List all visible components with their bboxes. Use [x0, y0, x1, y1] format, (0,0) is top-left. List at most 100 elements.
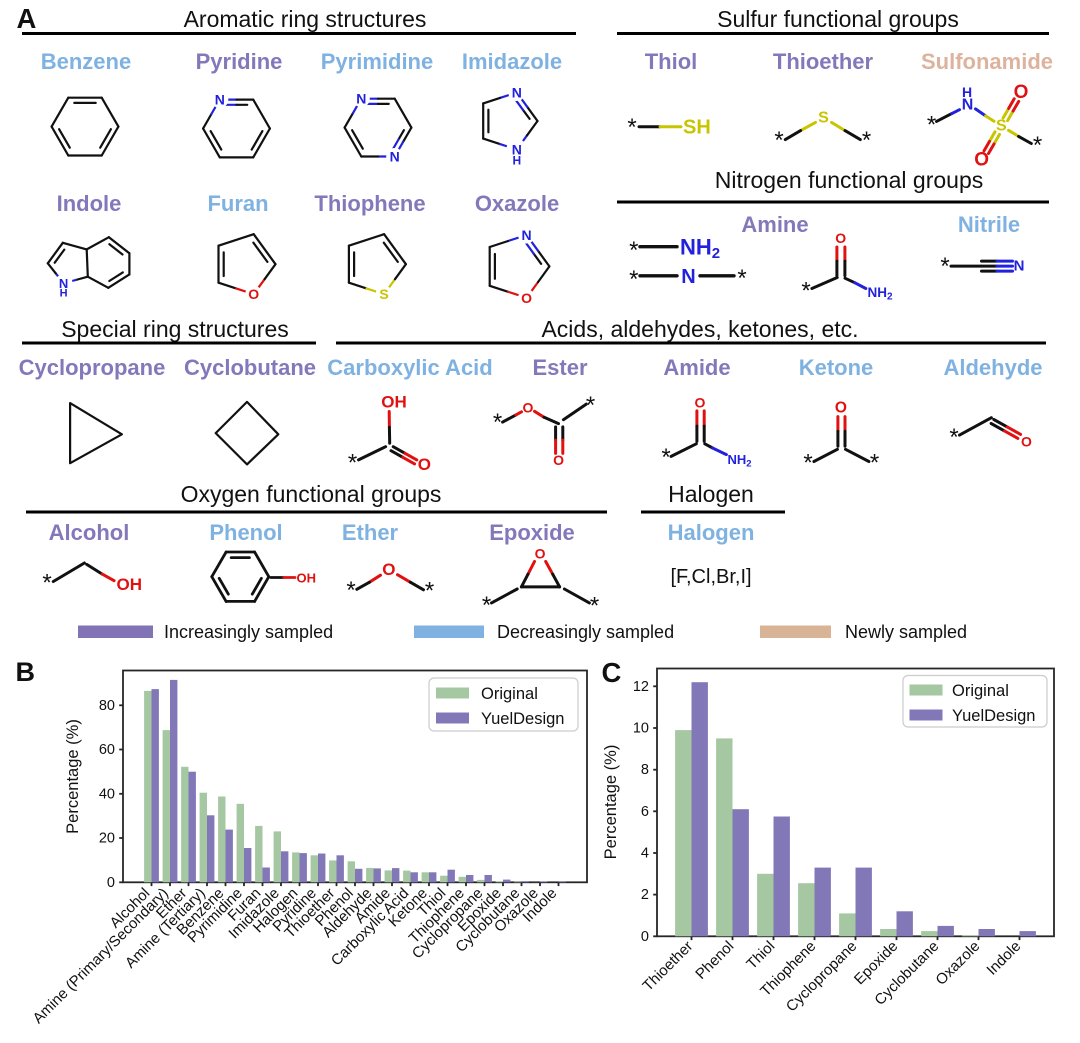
svg-text:*: * — [590, 593, 599, 620]
svg-text:Original: Original — [481, 685, 538, 703]
svg-text:[F,Cl,Br,I]: [F,Cl,Br,I] — [670, 566, 751, 588]
svg-text:Sulfur functional groups: Sulfur functional groups — [717, 6, 959, 32]
svg-text:N: N — [1014, 258, 1025, 275]
svg-text:Halogen: Halogen — [668, 481, 754, 507]
svg-text:Cyclopropane: Cyclopropane — [19, 355, 166, 380]
svg-text:N: N — [390, 149, 400, 165]
svg-text:A: A — [17, 3, 37, 34]
svg-text:NH2: NH2 — [728, 452, 752, 469]
svg-text:O: O — [248, 286, 259, 302]
svg-text:0: 0 — [641, 929, 649, 945]
svg-text:N: N — [512, 85, 522, 101]
svg-text:40: 40 — [99, 786, 115, 802]
svg-text:*: * — [629, 237, 638, 264]
svg-text:O: O — [418, 455, 431, 474]
svg-text:*: * — [862, 127, 871, 154]
svg-text:*: * — [737, 265, 746, 292]
svg-text:8: 8 — [641, 762, 649, 778]
svg-text:Aromatic ring structures: Aromatic ring structures — [184, 6, 427, 32]
svg-text:H: H — [962, 84, 972, 100]
svg-text:*: * — [1033, 132, 1042, 159]
svg-text:N: N — [215, 92, 225, 108]
svg-text:Thiophene: Thiophene — [314, 191, 425, 216]
svg-text:Pyrimidine: Pyrimidine — [321, 49, 433, 74]
svg-text:O: O — [835, 400, 847, 417]
svg-text:Newly sampled: Newly sampled — [845, 622, 967, 642]
svg-text:Imidazole: Imidazole — [462, 49, 562, 74]
svg-text:SH: SH — [683, 117, 711, 139]
svg-text:Indole: Indole — [57, 191, 122, 216]
svg-text:N: N — [512, 142, 522, 158]
svg-text:*: * — [774, 127, 783, 154]
svg-text:20: 20 — [99, 831, 115, 847]
svg-text:O: O — [974, 150, 989, 171]
svg-text:H: H — [60, 287, 68, 299]
svg-text:Pyridine: Pyridine — [196, 49, 283, 74]
svg-text:Ketone: Ketone — [799, 355, 874, 380]
svg-text:*: * — [629, 266, 638, 293]
svg-text:Oxazole: Oxazole — [475, 191, 559, 216]
svg-text:Increasingly sampled: Increasingly sampled — [164, 622, 333, 642]
svg-text:Original: Original — [952, 682, 1009, 700]
svg-text:Acids, aldehydes, ketones, etc: Acids, aldehydes, ketones, etc. — [541, 316, 858, 342]
svg-text:Nitrile: Nitrile — [958, 212, 1020, 237]
svg-text:Phenol: Phenol — [209, 520, 282, 545]
svg-text:Special ring structures: Special ring structures — [61, 316, 289, 342]
svg-text:Amide: Amide — [663, 355, 730, 380]
svg-text:*: * — [425, 578, 434, 605]
svg-text:OH: OH — [381, 393, 407, 412]
svg-text:Nitrogen functional groups: Nitrogen functional groups — [715, 167, 984, 193]
svg-text:0: 0 — [107, 875, 115, 891]
svg-text:4: 4 — [641, 846, 649, 862]
svg-text:Amine: Amine — [741, 212, 808, 237]
svg-text:S: S — [379, 286, 388, 302]
svg-text:*: * — [927, 111, 936, 138]
svg-text:Percentage (%): Percentage (%) — [64, 719, 82, 834]
svg-text:80: 80 — [99, 698, 115, 714]
svg-text:2: 2 — [641, 887, 649, 903]
svg-text:*: * — [348, 450, 357, 477]
svg-text:O: O — [835, 230, 846, 246]
svg-text:*: * — [940, 253, 949, 280]
svg-text:O: O — [382, 560, 395, 579]
svg-text:6: 6 — [641, 804, 649, 820]
svg-text:N: N — [59, 276, 68, 291]
svg-text:Ether: Ether — [342, 520, 399, 545]
svg-text:Cyclobutane: Cyclobutane — [184, 355, 316, 380]
svg-text:Benzene: Benzene — [41, 49, 131, 74]
svg-text:O: O — [553, 452, 564, 468]
svg-text:H: H — [512, 154, 521, 168]
svg-text:S: S — [818, 110, 829, 127]
svg-text:O: O — [535, 546, 546, 562]
svg-text:*: * — [803, 450, 812, 477]
svg-text:Alcohol: Alcohol — [49, 520, 130, 545]
svg-text:Carboxylic Acid: Carboxylic Acid — [327, 355, 492, 380]
svg-text:N: N — [356, 91, 366, 107]
svg-text:*: * — [482, 592, 491, 619]
svg-text:YuelDesign: YuelDesign — [481, 710, 564, 728]
svg-text:YuelDesign: YuelDesign — [952, 707, 1035, 725]
svg-text:Percentage (%): Percentage (%) — [602, 745, 620, 860]
svg-text:O: O — [522, 400, 533, 416]
svg-text:Ester: Ester — [532, 355, 587, 380]
svg-text:S: S — [996, 118, 1007, 135]
svg-text:O: O — [1014, 82, 1029, 103]
svg-text:OH: OH — [297, 571, 317, 586]
svg-text:*: * — [949, 424, 958, 451]
svg-text:*: * — [42, 570, 51, 597]
svg-text:Oxygen functional groups: Oxygen functional groups — [181, 481, 442, 507]
svg-text:N: N — [522, 227, 532, 243]
svg-text:OH: OH — [117, 575, 143, 594]
svg-text:Thioether: Thioether — [773, 49, 874, 74]
svg-text:10: 10 — [633, 721, 649, 737]
svg-text:Thiol: Thiol — [645, 49, 698, 74]
svg-text:C: C — [602, 657, 622, 688]
svg-text:N: N — [962, 96, 974, 113]
svg-text:Sulfonamide: Sulfonamide — [921, 49, 1053, 74]
svg-text:O: O — [521, 290, 532, 306]
svg-text:*: * — [870, 450, 879, 477]
svg-text:60: 60 — [99, 742, 115, 758]
svg-text:NH2: NH2 — [868, 285, 894, 302]
svg-text:12: 12 — [633, 679, 649, 695]
svg-text:*: * — [586, 392, 595, 419]
